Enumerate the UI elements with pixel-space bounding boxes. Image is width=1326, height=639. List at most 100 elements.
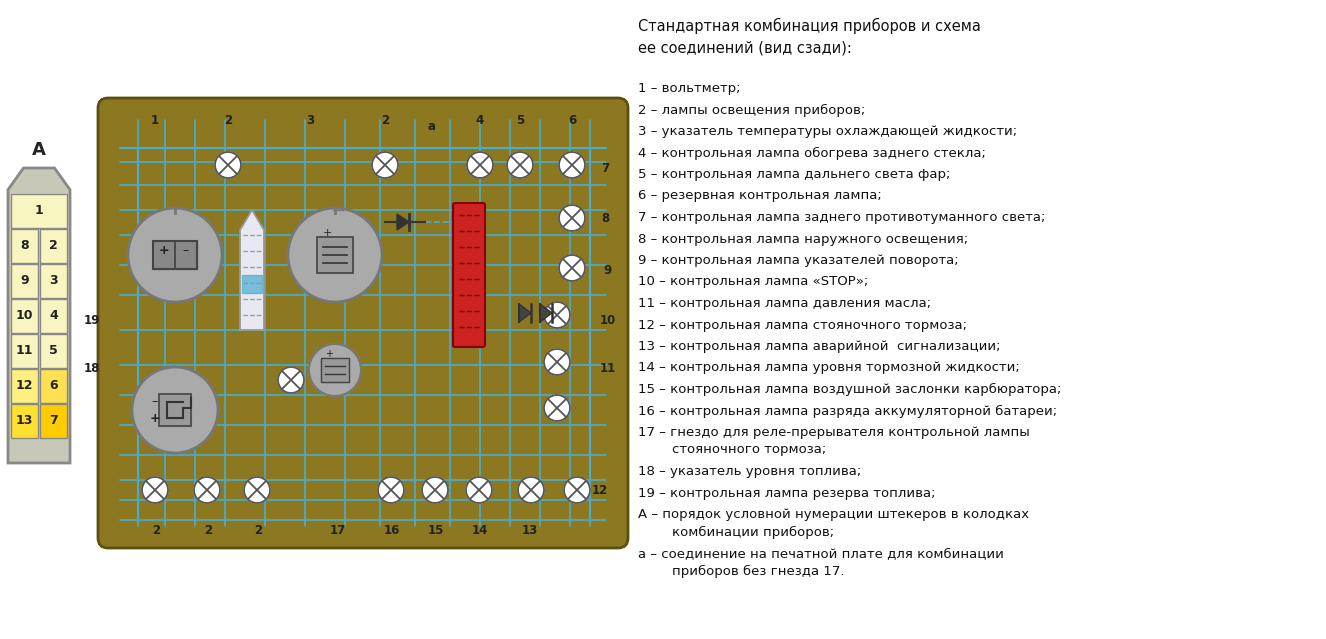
Circle shape bbox=[142, 477, 168, 503]
Text: 3: 3 bbox=[306, 114, 314, 127]
Bar bbox=[11, 334, 38, 367]
Text: 12: 12 bbox=[16, 379, 33, 392]
Text: 14 – контрольная лампа уровня тормозной жидкости;: 14 – контрольная лампа уровня тормозной … bbox=[638, 362, 1020, 374]
Text: 3: 3 bbox=[49, 274, 58, 287]
Text: 6: 6 bbox=[568, 114, 575, 127]
Text: 2: 2 bbox=[152, 523, 160, 537]
Text: 9: 9 bbox=[20, 274, 29, 287]
Bar bbox=[11, 264, 38, 298]
Text: 11: 11 bbox=[16, 344, 33, 357]
Text: 14: 14 bbox=[472, 523, 488, 537]
Text: 4: 4 bbox=[49, 309, 58, 322]
Bar bbox=[40, 404, 68, 438]
Text: 5: 5 bbox=[516, 114, 524, 127]
Circle shape bbox=[133, 367, 217, 453]
Text: 16: 16 bbox=[383, 523, 400, 537]
Text: 7 – контрольная лампа заднего противотуманного света;: 7 – контрольная лампа заднего противотум… bbox=[638, 211, 1045, 224]
Circle shape bbox=[309, 344, 361, 396]
Circle shape bbox=[373, 152, 398, 178]
Text: +: + bbox=[325, 349, 333, 359]
Text: 13: 13 bbox=[522, 523, 538, 537]
Text: 17: 17 bbox=[330, 523, 346, 537]
Text: A: A bbox=[32, 141, 46, 159]
Bar bbox=[159, 394, 191, 426]
Bar bbox=[11, 264, 38, 298]
Text: –: – bbox=[183, 245, 190, 258]
Circle shape bbox=[544, 349, 570, 375]
Text: 9 – контрольная лампа указателей поворота;: 9 – контрольная лампа указателей поворот… bbox=[638, 254, 959, 267]
Circle shape bbox=[564, 477, 590, 503]
Circle shape bbox=[560, 255, 585, 281]
Bar bbox=[11, 404, 38, 438]
Text: 2: 2 bbox=[204, 523, 212, 537]
FancyBboxPatch shape bbox=[98, 98, 629, 548]
Text: 12: 12 bbox=[591, 484, 609, 497]
Text: 6 – резервная контрольная лампа;: 6 – резервная контрольная лампа; bbox=[638, 190, 882, 203]
Text: 13 – контрольная лампа аварийной  сигнализации;: 13 – контрольная лампа аварийной сигнали… bbox=[638, 340, 1001, 353]
Circle shape bbox=[465, 477, 492, 503]
Text: 2 – лампы освещения приборов;: 2 – лампы освещения приборов; bbox=[638, 104, 866, 116]
Text: +: + bbox=[159, 245, 170, 258]
Bar bbox=[317, 237, 353, 273]
Bar bbox=[40, 334, 68, 367]
Circle shape bbox=[518, 477, 544, 503]
Text: комбинации приборов;: комбинации приборов; bbox=[638, 525, 834, 539]
Bar bbox=[243, 275, 263, 293]
Text: 11 – контрольная лампа давления масла;: 11 – контрольная лампа давления масла; bbox=[638, 297, 931, 310]
Bar bbox=[11, 369, 38, 403]
Text: приборов без гнезда 17.: приборов без гнезда 17. bbox=[638, 564, 845, 578]
Bar bbox=[11, 229, 38, 263]
Bar bbox=[40, 264, 68, 298]
Text: 2: 2 bbox=[224, 114, 232, 127]
Text: 8: 8 bbox=[601, 212, 609, 224]
Text: 13: 13 bbox=[16, 414, 33, 427]
Circle shape bbox=[507, 152, 533, 178]
Bar bbox=[40, 369, 68, 403]
Text: –: – bbox=[152, 396, 158, 408]
Polygon shape bbox=[518, 304, 530, 322]
Bar bbox=[11, 194, 68, 227]
Circle shape bbox=[560, 205, 585, 231]
Circle shape bbox=[544, 395, 570, 421]
Text: 4: 4 bbox=[476, 114, 484, 127]
Bar bbox=[40, 264, 68, 298]
Text: 19 – контрольная лампа резерва топлива;: 19 – контрольная лампа резерва топлива; bbox=[638, 486, 936, 500]
Bar bbox=[11, 334, 38, 367]
Text: 5: 5 bbox=[49, 344, 58, 357]
Text: 15 – контрольная лампа воздушной заслонки карбюратора;: 15 – контрольная лампа воздушной заслонк… bbox=[638, 383, 1061, 396]
Circle shape bbox=[378, 477, 404, 503]
Circle shape bbox=[278, 367, 304, 393]
Bar bbox=[152, 241, 198, 269]
Text: +: + bbox=[150, 412, 160, 424]
Text: 5 – контрольная лампа дальнего света фар;: 5 – контрольная лампа дальнего света фар… bbox=[638, 168, 951, 181]
Bar bbox=[11, 229, 38, 263]
Text: 10 – контрольная лампа «STOP»;: 10 – контрольная лампа «STOP»; bbox=[638, 275, 869, 288]
Text: 16 – контрольная лампа разряда аккумуляторной батареи;: 16 – контрольная лампа разряда аккумулят… bbox=[638, 404, 1057, 417]
Text: 3 – указатель температуры охлаждающей жидкости;: 3 – указатель температуры охлаждающей жи… bbox=[638, 125, 1017, 138]
Text: 1: 1 bbox=[151, 114, 159, 127]
Text: 10: 10 bbox=[16, 309, 33, 322]
FancyBboxPatch shape bbox=[453, 203, 485, 347]
Circle shape bbox=[422, 477, 448, 503]
Text: 7: 7 bbox=[49, 414, 58, 427]
Text: 18 – указатель уровня топлива;: 18 – указатель уровня топлива; bbox=[638, 465, 862, 478]
Text: 1: 1 bbox=[34, 204, 44, 217]
Text: 8: 8 bbox=[20, 239, 29, 252]
Text: +: + bbox=[322, 228, 332, 238]
Bar bbox=[40, 334, 68, 367]
Text: 2: 2 bbox=[49, 239, 58, 252]
Circle shape bbox=[288, 208, 382, 302]
Text: стояночного тормоза;: стояночного тормоза; bbox=[638, 443, 826, 456]
Bar bbox=[40, 369, 68, 403]
Text: Стандартная комбинация приборов и схема
ее соединений (вид сзади):: Стандартная комбинация приборов и схема … bbox=[638, 18, 981, 55]
Circle shape bbox=[544, 302, 570, 328]
Text: 15: 15 bbox=[428, 523, 444, 537]
Bar bbox=[40, 298, 68, 333]
Circle shape bbox=[244, 477, 271, 503]
Circle shape bbox=[560, 152, 585, 178]
Bar bbox=[40, 404, 68, 438]
Polygon shape bbox=[396, 214, 408, 230]
Text: 8 – контрольная лампа наружного освещения;: 8 – контрольная лампа наружного освещени… bbox=[638, 233, 968, 245]
Circle shape bbox=[467, 152, 493, 178]
Bar bbox=[317, 237, 353, 273]
